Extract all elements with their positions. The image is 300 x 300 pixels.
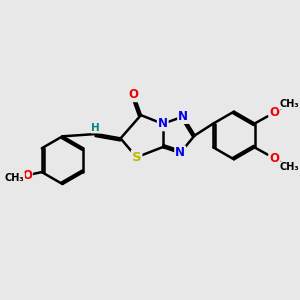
- Text: CH₃: CH₃: [279, 162, 299, 172]
- Text: O: O: [269, 152, 279, 165]
- Text: N: N: [158, 117, 168, 130]
- Text: N: N: [178, 110, 188, 123]
- Text: O: O: [129, 88, 139, 101]
- Text: N: N: [175, 146, 185, 159]
- Text: CH₃: CH₃: [4, 173, 24, 183]
- Text: S: S: [132, 151, 141, 164]
- Text: CH₃: CH₃: [279, 99, 299, 109]
- Text: H: H: [92, 123, 100, 133]
- Text: O: O: [269, 106, 279, 119]
- Text: O: O: [22, 169, 32, 182]
